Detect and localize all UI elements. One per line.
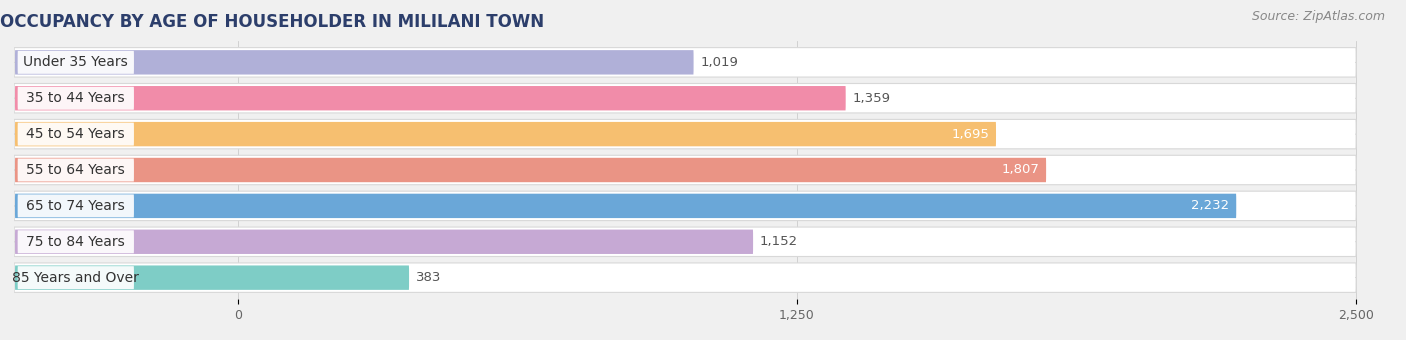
- Text: 85 Years and Over: 85 Years and Over: [13, 271, 139, 285]
- FancyBboxPatch shape: [14, 191, 1357, 221]
- FancyBboxPatch shape: [18, 194, 134, 217]
- FancyBboxPatch shape: [18, 51, 134, 74]
- Text: 35 to 44 Years: 35 to 44 Years: [27, 91, 125, 105]
- FancyBboxPatch shape: [14, 263, 1357, 292]
- Text: 65 to 74 Years: 65 to 74 Years: [27, 199, 125, 213]
- Text: 1,152: 1,152: [759, 235, 799, 248]
- FancyBboxPatch shape: [18, 230, 134, 253]
- Text: Source: ZipAtlas.com: Source: ZipAtlas.com: [1251, 10, 1385, 23]
- FancyBboxPatch shape: [18, 266, 134, 289]
- FancyBboxPatch shape: [18, 158, 134, 182]
- FancyBboxPatch shape: [14, 48, 1357, 77]
- FancyBboxPatch shape: [14, 119, 1357, 149]
- Text: 55 to 64 Years: 55 to 64 Years: [27, 163, 125, 177]
- FancyBboxPatch shape: [14, 84, 1357, 113]
- FancyBboxPatch shape: [15, 230, 754, 254]
- Text: 1,807: 1,807: [1001, 164, 1039, 176]
- FancyBboxPatch shape: [15, 266, 409, 290]
- FancyBboxPatch shape: [14, 155, 1357, 185]
- Text: 75 to 84 Years: 75 to 84 Years: [27, 235, 125, 249]
- FancyBboxPatch shape: [15, 50, 693, 74]
- FancyBboxPatch shape: [18, 87, 134, 110]
- FancyBboxPatch shape: [14, 227, 1357, 256]
- Text: 1,019: 1,019: [700, 56, 738, 69]
- Text: 1,359: 1,359: [852, 92, 890, 105]
- Text: 1,695: 1,695: [952, 128, 990, 141]
- Text: OCCUPANCY BY AGE OF HOUSEHOLDER IN MILILANI TOWN: OCCUPANCY BY AGE OF HOUSEHOLDER IN MILIL…: [0, 13, 544, 31]
- Text: 383: 383: [416, 271, 441, 284]
- FancyBboxPatch shape: [15, 194, 1236, 218]
- FancyBboxPatch shape: [15, 122, 995, 146]
- FancyBboxPatch shape: [15, 158, 1046, 182]
- FancyBboxPatch shape: [15, 86, 846, 110]
- Text: 2,232: 2,232: [1191, 199, 1229, 212]
- FancyBboxPatch shape: [18, 123, 134, 146]
- Text: 45 to 54 Years: 45 to 54 Years: [27, 127, 125, 141]
- Text: Under 35 Years: Under 35 Years: [24, 55, 128, 69]
